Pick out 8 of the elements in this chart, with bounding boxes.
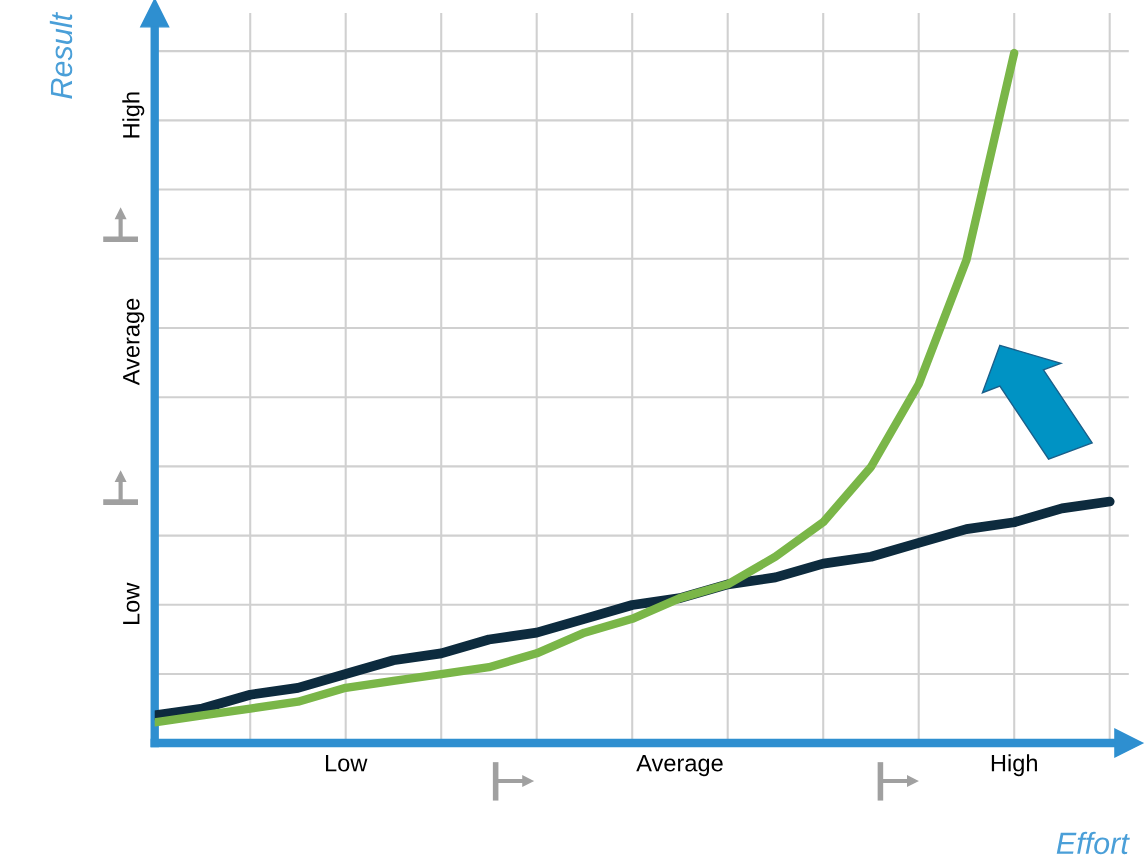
x-tick-label: High [991,754,1037,777]
x-tick-label: Average [636,755,723,777]
x-tick-label: Low [325,755,368,772]
x-axis-title: Effort [1056,831,1130,855]
text: Low [123,582,140,625]
text: High [122,92,145,138]
text: Average [123,298,145,386]
y-axis-title: Result [49,11,73,99]
